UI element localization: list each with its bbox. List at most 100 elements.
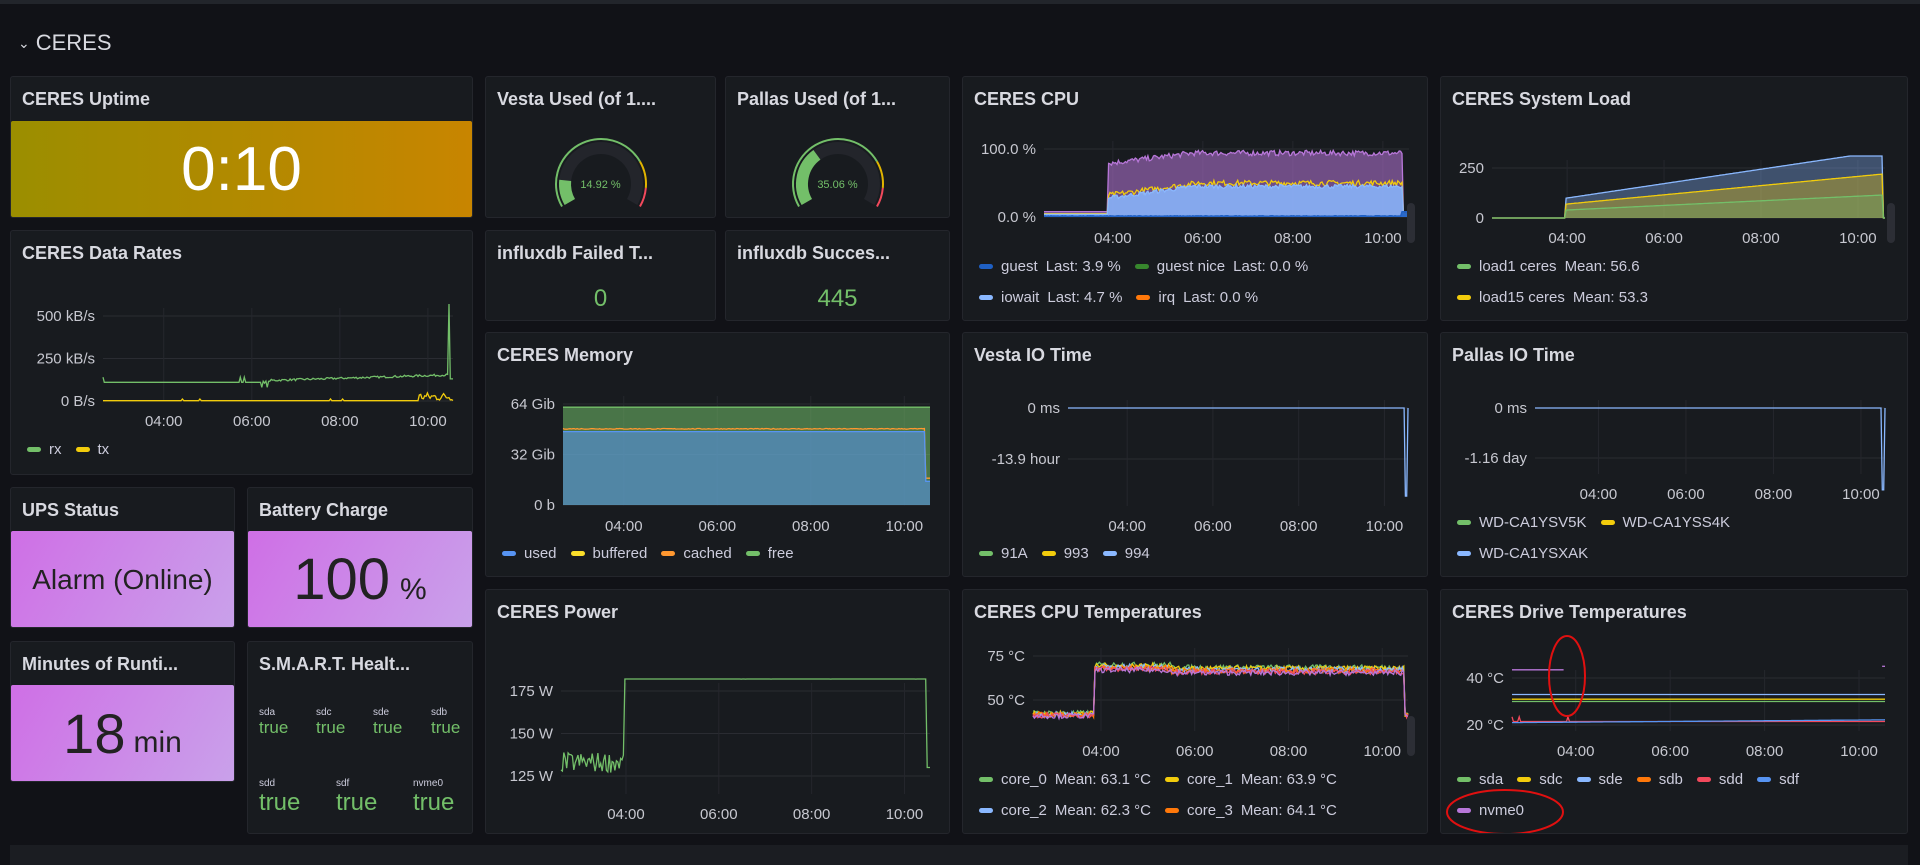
x-tick-label: 04:00 [605,518,643,535]
legend-item-91A[interactable]: 91A [979,545,1028,562]
legend-label: load15 ceres [1479,289,1565,306]
legend-swatch [1457,295,1471,300]
x-tick-label: 08:00 [1274,230,1312,247]
legend-item-iowait[interactable]: iowait Last: 4.7 % [979,289,1122,306]
legend-item-sdf[interactable]: sdf [1757,771,1799,788]
series-line [562,427,930,479]
x-tick-label: 06:00 [700,806,738,823]
battery-value: 100 [293,547,391,612]
drive-name: sdb [431,707,448,718]
panel-ceres-memory: CERES Memory 64 Gib 32 Gib 0 b 04:00 06:00 08:… [485,332,950,577]
legend-item-guest nice[interactable]: guest nice Last: 0.0 % [1134,258,1309,275]
legend-item-guest[interactable]: guest Last: 3.9 % [979,258,1121,275]
ups-value: Alarm (Online) [32,563,213,595]
y-tick-label: 0 ms [1494,400,1527,417]
legend-swatch [1457,551,1471,556]
panel-battery-charge: Battery Charge 100 % [247,487,473,628]
drive-health: true [259,789,301,816]
legend-label: core_0 [1001,771,1047,788]
legend-item-buffered[interactable]: buffered [570,545,648,562]
legend-item-sdd[interactable]: sdd [1696,771,1743,788]
x-tick-label: 10:00 [886,806,924,823]
panel-title: CERES CPU Temperatures [974,602,1202,622]
legend-label: irq [1158,289,1176,306]
gauge-threshold-yellow [876,161,884,189]
series-line [560,678,930,774]
panel-title: CERES Drive Temperatures [1452,602,1687,622]
legend-swatch [1102,551,1117,556]
legend-scrollbar[interactable] [1407,203,1415,243]
load-chart: 250 0 04:00 06:00 08:00 10:00 [1459,155,1885,247]
legend-label: tx [97,441,110,458]
legend-item-core_1[interactable]: core_1 Mean: 63.9 °C [1164,771,1337,788]
y-tick-label: 0.0 % [998,209,1036,226]
top-bar [0,0,1920,4]
legend-swatch [1134,264,1149,269]
legend-label: free [767,545,794,562]
legend-item-core_0[interactable]: core_0 Mean: 63.1 °C [979,771,1151,788]
x-tick-label: 10:00 [1839,230,1877,247]
panel-title: Minutes of Runti... [22,654,178,674]
smart-sda: sda true [259,707,288,738]
legend: nvme0 [1457,802,1524,819]
legend-item-free[interactable]: free [745,545,794,562]
legend-item-core_3[interactable]: core_3 Mean: 64.1 °C [1164,802,1337,819]
legend-scrollbar[interactable] [1407,716,1415,756]
legend-item-core_2[interactable]: core_2 Mean: 62.3 °C [979,802,1151,819]
legend-item-994[interactable]: 994 [1102,545,1150,562]
x-tick-label: 10:00 [1364,230,1402,247]
legend-item-load15 ceres[interactable]: load15 ceres Mean: 53.3 [1457,289,1648,306]
legend-label: 994 [1124,545,1150,562]
legend-item-WD-CA1YSXAK[interactable]: WD-CA1YSXAK [1457,545,1588,562]
legend-item-sdc[interactable]: sdc [1517,771,1563,788]
legend-label: 993 [1063,545,1089,562]
panel-title: Pallas IO Time [1452,345,1575,365]
legend-item-WD-CA1YSV5K[interactable]: WD-CA1YSV5K [1457,514,1587,531]
x-tick-label: 04:00 [145,413,183,430]
legend-item-tx[interactable]: tx [75,441,110,458]
legend-item-sda[interactable]: sda [1457,771,1503,788]
legend-stat: Last: 0.0 % [1233,258,1309,275]
series-line [563,430,930,482]
next-row-header[interactable] [10,845,1908,865]
legend-swatch [1164,808,1179,813]
stat-value: 0 [593,285,608,312]
gauge-threshold-yellow [639,161,647,189]
legend-item-WD-CA1YSS4K[interactable]: WD-CA1YSS4K [1600,514,1730,531]
legend-label: 91A [1001,545,1028,562]
panel-ceres-power: CERES Power 175 W 150 W 125 W 04:00 06:00 08:0… [485,589,950,834]
legend-item-used[interactable]: used [502,545,557,562]
gauge-threshold-red [639,187,647,207]
legend-item-cached[interactable]: cached [661,545,732,562]
legend-item-load1 ceres[interactable]: load1 ceres Mean: 56.6 [1457,258,1640,275]
legend-scrollbar[interactable] [1887,203,1895,243]
panel-title: CERES CPU [974,89,1080,109]
legend-label: core_1 [1186,771,1233,788]
legend-item-nvme0[interactable]: nvme0 [1457,802,1524,819]
legend-item-rx[interactable]: rx [27,441,62,458]
chevron-down-icon[interactable]: ⌄ [18,34,30,51]
rates-chart: 500 kB/s 250 kB/s 0 B/s 04:00 06:00 08:00 10:0… [37,303,454,430]
legend-item-irq[interactable]: irq Last: 0.0 % [1136,289,1258,306]
legend: 91A 993 994 [979,545,1150,562]
gauge-threshold-green [792,138,878,207]
y-tick-label: 64 Gib [511,396,555,413]
legend-stat: Last: 0.0 % [1183,289,1259,306]
x-tick-label: 06:00 [233,413,271,430]
legend-swatch [75,447,90,452]
legend-item-sde[interactable]: sde [1576,771,1623,788]
runtime-value: 18 [63,702,126,765]
gauge-value: 35.06 % [817,179,858,191]
annotation-circle [1446,789,1564,833]
drive_temp-chart: 40 °C 20 °C 04:00 06:00 08:00 10:00 [1446,635,1886,833]
y-tick-label: 0 b [534,497,555,514]
series-line [103,391,454,402]
legend-label: buffered [592,545,648,562]
cpu_temp-chart: 75 °C 50 °C 04:00 06:00 08:00 10:00 [987,648,1409,760]
smart-nvme0: nvme0 true [413,778,454,817]
legend-label: sdf [1779,771,1800,788]
legend: iowait Last: 4.7 % irq Last: 0.0 % [979,289,1258,306]
row-header-ceres[interactable]: ⌄ CERES [18,30,112,56]
legend-item-993[interactable]: 993 [1041,545,1089,562]
legend-item-sdb[interactable]: sdb [1636,771,1683,788]
